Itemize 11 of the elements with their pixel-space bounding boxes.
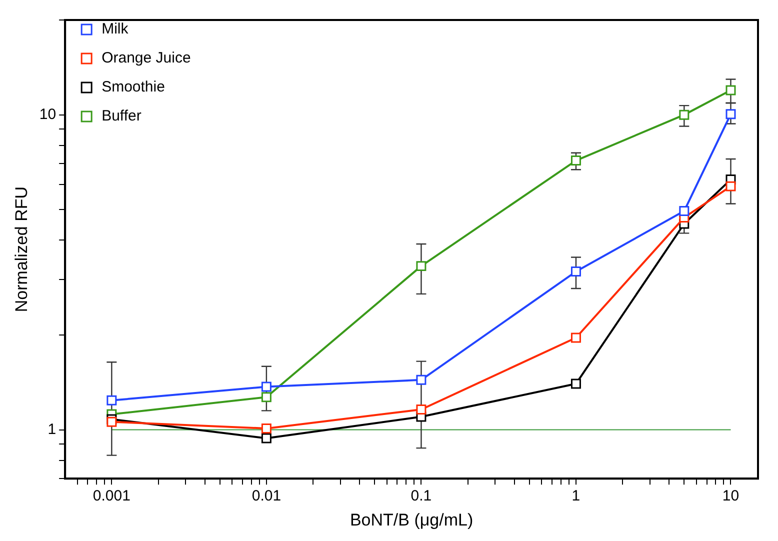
x-tick-label: 10 <box>722 488 740 505</box>
legend-label: Smoothie <box>102 78 165 96</box>
legend-label: Buffer <box>102 108 142 125</box>
legend-label: Milk <box>102 20 129 38</box>
legend-label: Orange Juice <box>102 50 191 67</box>
y-axis-title: Normalized RFU <box>12 186 31 312</box>
x-tick-label: 0.1 <box>410 488 432 505</box>
x-tick-label: 1 <box>572 488 580 505</box>
x-tick-label: 0.01 <box>252 488 282 505</box>
x-tick-label: 0.001 <box>92 488 130 505</box>
x-axis-title: BoNT/B (μg/mL) <box>350 510 474 530</box>
